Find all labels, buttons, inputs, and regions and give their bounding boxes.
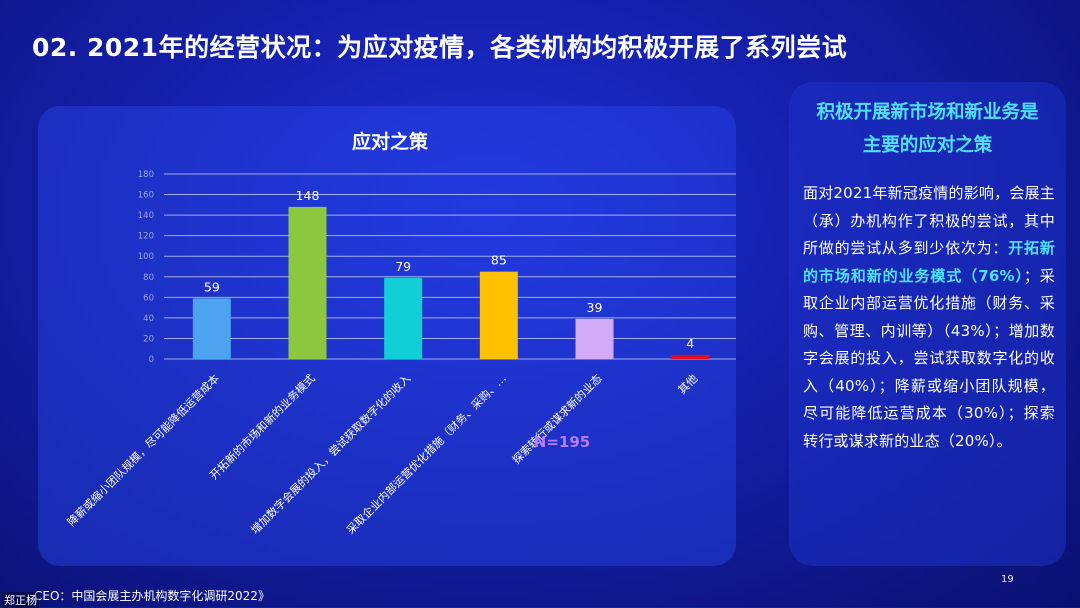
watermark: 郑正杨 — [2, 592, 39, 608]
insight-title-line2: 主要的应对之策 — [862, 135, 993, 156]
y-tick-label: 120 — [138, 232, 154, 242]
bar-chart: 应对之策 0 20 40 60 80 100 120 140 160 180 59 降薪或缩小团队规… — [64, 130, 736, 537]
y-tick-label: 140 — [138, 211, 154, 221]
bar — [384, 277, 423, 359]
y-tick-label: 20 — [143, 334, 154, 344]
insight-body-rest: ；采取企业内部运营优化措施（财务、采购、管理、内训等）（43%）；增加数字会展的… — [803, 266, 1056, 450]
bar-value-label: 79 — [395, 259, 411, 274]
x-tick-label: 探索转行或谋求新的业态 — [509, 371, 604, 466]
source-note: CEO：中国会展主办机构数字化调研2022》 — [34, 589, 270, 603]
y-tick-label: 0 — [149, 355, 154, 365]
bar-value-label: 148 — [296, 188, 320, 203]
x-tick-label: 开拓新的市场和新的业务模式 — [207, 371, 318, 482]
insight-title: 积极开展新市场和新业务是 主要的应对之策 — [789, 96, 1066, 162]
y-tick-label: 60 — [143, 293, 154, 303]
bar — [671, 354, 710, 359]
y-tick-label: 40 — [143, 314, 154, 324]
y-tick-label: 160 — [138, 191, 154, 201]
insight-body-highlight: 开拓新的市场和新的业务模式（76%） — [803, 239, 1055, 285]
x-tick-label: 采取企业内部运营优化措施（财务、采购、… — [343, 371, 508, 536]
slide-title: 02. 2021年的经营状况：为应对疫情，各类机构均积极开展了系列尝试 — [32, 33, 848, 62]
insight-panel: 积极开展新市场和新业务是 主要的应对之策 面对2021年新冠疫情的影响，会展主（… — [789, 82, 1066, 566]
x-tick-label: 降薪或缩小团队规模，尽可能降低运营成本 — [64, 371, 222, 529]
y-tick-label: 100 — [138, 252, 154, 262]
sample-size-label: N=195 — [534, 433, 590, 451]
insight-body: 面对2021年新冠疫情的影响，会展主（承）办机构作了积极的尝试，其中所做的尝试从… — [803, 180, 1055, 455]
bar-value-label: 59 — [204, 279, 220, 294]
y-tick-label: 180 — [138, 170, 154, 180]
x-tick-label: 增加数字会展的投入，尝试获取数字化的收入 — [248, 371, 413, 536]
bar — [575, 318, 614, 359]
y-tick-label: 80 — [143, 273, 154, 283]
bar-value-label: 85 — [491, 253, 507, 268]
chart-panel: 应对之策 0 20 40 60 80 100 120 140 160 180 59 降薪或缩小团队规… — [38, 106, 736, 566]
bar — [192, 298, 231, 359]
insight-title-line1: 积极开展新市场和新业务是 — [816, 102, 1039, 123]
bar — [288, 206, 327, 359]
page-number: 19 — [1001, 574, 1014, 585]
bar — [479, 271, 518, 359]
x-tick-label: 其他 — [676, 372, 701, 397]
bar-value-label: 4 — [686, 336, 694, 351]
insight-body-intro: 面对2021年新冠疫情的影响，会展主（承）办机构作了积极的尝试，其中所做的尝试从… — [803, 184, 1055, 257]
bar-value-label: 39 — [587, 300, 603, 315]
chart-title: 应对之策 — [352, 130, 429, 153]
